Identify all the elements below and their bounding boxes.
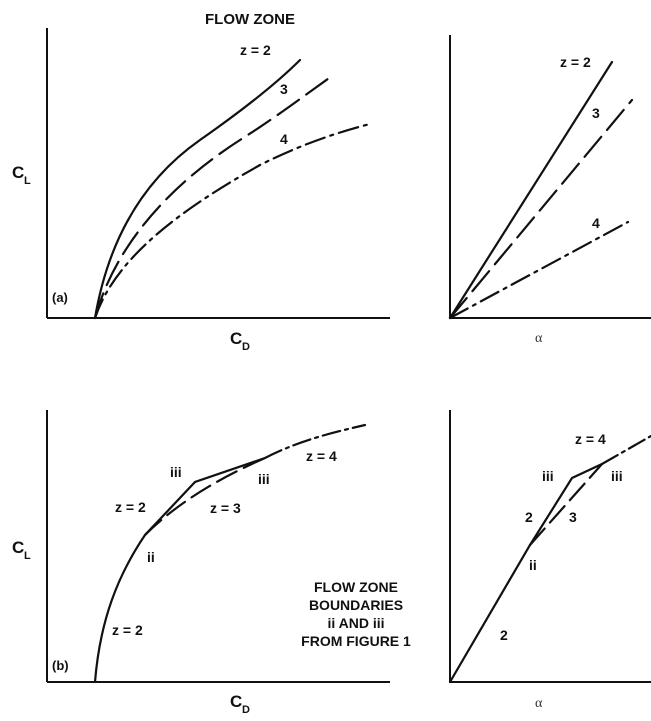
series-z4-line [93, 122, 372, 320]
panel-a-left: FLOW ZONE C L C D (a) z = 2 3 4 [12, 11, 390, 353]
series-z2-label: z = 2 [240, 42, 271, 58]
x-axis-label-subscript: D [242, 704, 250, 716]
series-z2-label: z = 2 [560, 54, 591, 70]
series-z3-label: 3 [592, 105, 600, 121]
series-z4-label: 4 [280, 131, 288, 147]
x-axis-label: α [535, 331, 543, 346]
curve-zone3 [528, 462, 604, 547]
series-z3-label: 3 [280, 81, 288, 97]
annotation-iii-left: iii [170, 464, 182, 480]
y-axis-label: C L [12, 163, 31, 187]
annotation-z4: z = 4 [575, 431, 606, 447]
x-axis-label: C D [230, 692, 250, 716]
series-z4-label: 4 [592, 215, 600, 231]
x-axis-label-text: C [230, 329, 242, 348]
series-z4-line [448, 220, 630, 320]
annotation-ii: ii [529, 557, 537, 573]
y-axis-label-subscript: L [24, 550, 31, 562]
chart-title: FLOW ZONE [205, 11, 295, 28]
note-line-2: BOUNDARIES [309, 597, 403, 613]
y-axis-label-text: C [12, 163, 24, 182]
note-line-1: FLOW ZONE [314, 579, 398, 595]
note-line-4: FROM FIGURE 1 [301, 633, 411, 649]
panel-b-left: C L C D (b) z = 2 ii z = 2 iii z = 3 iii… [12, 410, 411, 716]
curve-zone4 [600, 434, 651, 466]
annotation-z2-upper: z = 2 [115, 499, 146, 515]
x-axis-label: α [535, 696, 543, 711]
y-axis-label-text: C [12, 538, 24, 557]
x-axis-label-text: C [230, 692, 242, 711]
annotation-z3: z = 3 [210, 500, 241, 516]
annotation-z2-lower: z = 2 [112, 622, 143, 638]
annotation-3: 3 [569, 509, 577, 525]
curve-zone3 [143, 456, 267, 537]
annotation-z4: z = 4 [306, 448, 337, 464]
annotation-iii-left: iii [542, 468, 554, 484]
panel-b-right: α 2 ii 2 3 iii iii z = 4 [448, 410, 651, 711]
annotation-2-upper: 2 [525, 509, 533, 525]
x-axis-label-subscript: D [242, 341, 250, 353]
panel-label: (b) [52, 658, 69, 673]
annotation-iii-right: iii [611, 468, 623, 484]
note-line-3: ii AND iii [327, 615, 384, 631]
series-z2-line [93, 58, 302, 320]
y-axis-label: C L [12, 538, 31, 562]
curve-zone4 [263, 423, 367, 460]
series-z3-line [93, 74, 334, 320]
series-z3-line [448, 98, 634, 320]
annotation-ii: ii [147, 549, 155, 565]
curve-zone2 [93, 456, 267, 684]
annotation-2-lower: 2 [500, 627, 508, 643]
series-z2-line [448, 60, 614, 320]
annotation-iii-right: iii [258, 471, 270, 487]
curve-zone2 [448, 462, 604, 684]
panel-label: (a) [52, 290, 68, 305]
panel-a-right: α z = 2 3 4 [448, 35, 651, 346]
y-axis-label-subscript: L [24, 175, 31, 187]
x-axis-label: C D [230, 329, 250, 353]
flow-zone-note: FLOW ZONE BOUNDARIES ii AND iii FROM FIG… [301, 579, 411, 649]
